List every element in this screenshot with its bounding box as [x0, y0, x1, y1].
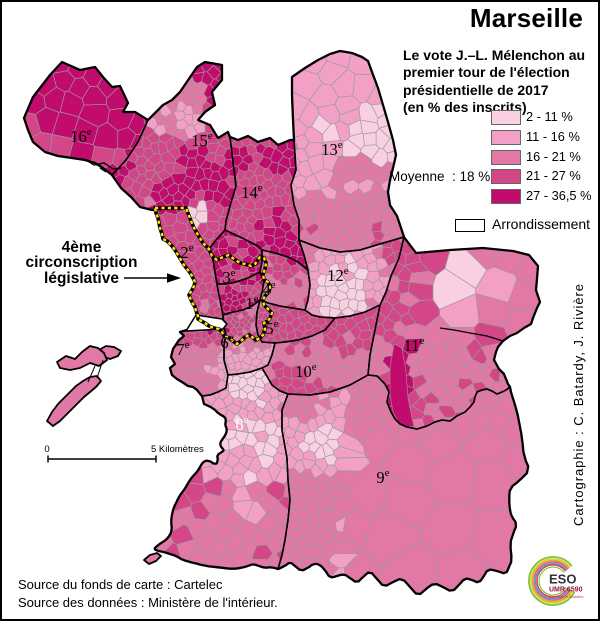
svg-text:13e: 13e [321, 139, 343, 159]
svg-text:UMR 6590: UMR 6590 [549, 587, 583, 594]
svg-text:5 Kilomètres: 5 Kilomètres [151, 444, 204, 455]
svg-text:12e: 12e [327, 265, 349, 285]
svg-text:ESO: ESO [549, 572, 576, 587]
svg-text:15e: 15e [191, 130, 213, 150]
svg-text:14e: 14e [241, 182, 263, 202]
svg-text:16e: 16e [70, 126, 92, 146]
svg-text:10e: 10e [295, 361, 317, 381]
svg-text:0: 0 [44, 444, 49, 455]
svg-text:Espaces et Sociétés: Espaces et Sociétés [549, 595, 584, 599]
svg-text:11e: 11e [404, 335, 425, 355]
